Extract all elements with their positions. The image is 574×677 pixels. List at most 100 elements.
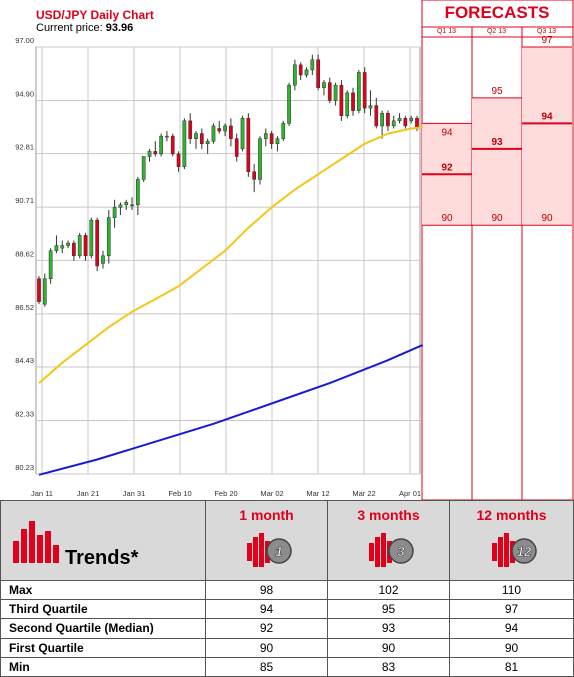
x-tick-label: Jan 21 [77,489,100,498]
candle-up [60,245,65,249]
candle-down [176,153,181,167]
candle-up [194,133,198,139]
candle-up [118,204,123,208]
candle-up [310,59,315,71]
trends-title: Trends* [65,547,139,569]
table-cell: 97 [449,599,574,620]
candle-up [112,207,117,218]
badge-circle [387,538,414,564]
candle-up [89,219,94,257]
candle-up [106,217,111,257]
candle-down [374,105,379,127]
candle-up [263,133,268,139]
candle-up [356,72,361,111]
candle-down [252,171,257,180]
table-cell: 90 [449,637,574,658]
x-tick-label: Jan 31 [123,489,146,498]
badge-circle [265,538,292,564]
col-header-3-months: 3 months 3 [327,500,450,581]
table-cell: 83 [327,656,450,677]
candle-up [136,179,140,206]
table-cell: 81 [449,656,574,677]
candle-up [42,278,47,305]
table-cell: 94 [205,599,328,620]
candle-down [95,219,100,267]
mini-bar [380,533,386,567]
table-row: Second Quartile (Median) 92 93 94 [0,618,574,639]
forecast-panel: 94 92 90 95 93 90 97 94 90 [421,0,574,500]
candle-down [234,138,239,157]
candle-up [345,92,350,116]
forecast-range [472,97,522,226]
mini-bar [497,537,503,567]
col-label-3-months: 3 months [357,507,420,523]
forecast-low-label: 90 [441,213,453,224]
candle-up [333,84,338,101]
candle-up [275,138,280,145]
forecast-high-label: 97 [541,35,553,46]
candle-up [293,64,297,86]
candle-down [72,242,76,257]
candle-up [287,84,291,124]
forecast-mid-label: 92 [441,162,453,173]
candle-up [130,204,134,207]
moving-average-long [38,343,424,476]
candle-up [48,250,53,279]
table-cell: 90 [205,637,328,658]
candle-up [159,135,163,155]
row-label: Second Quartile (Median) [0,618,206,639]
x-tick-label: Mar 12 [306,489,329,498]
badge-circle [510,538,537,564]
row-label: Min [0,656,206,677]
mini-bar [368,543,374,561]
candle-up [223,125,227,132]
candle-down [188,120,193,139]
candle-up [409,118,414,122]
candle-down [153,151,158,155]
table-row: First Quartile 90 90 90 [0,637,574,658]
y-tick-label: 84.43 [15,356,34,365]
candle-up [182,120,187,167]
col-label-1-month: 1 month [239,507,294,523]
table-cell: 110 [449,579,574,601]
candle-up [281,123,286,139]
candle-up [258,138,262,180]
x-tick-label: Mar 22 [352,489,375,498]
table-cell: 94 [449,618,574,639]
chart-title: USD/JPY Daily Chart [36,8,154,22]
candle-down [386,112,390,127]
col-label-12-months: 12 months [476,507,547,523]
candle-down [229,125,233,139]
row-label: Max [0,579,206,601]
trends-table: Trends* 1 month 1 3 months 3 12 months 1… [0,500,574,677]
mini-bar-chart-icon: 12 [491,533,537,567]
candle-down [217,128,222,132]
price-chart: 94 92 90 95 93 90 97 94 90 97.00 94.90 92.81 90.71 8… [15,0,574,500]
forecast-high-label: 95 [491,86,503,97]
candle-up [304,69,309,76]
x-tick-label: Jan 11 [31,489,53,498]
forecast-low-label: 90 [541,213,553,224]
candle-down [327,82,332,101]
y-tick-label: 80.23 [15,463,34,472]
candle-down [170,135,175,155]
candle-down [351,92,355,111]
candle-up [124,202,129,206]
candle-up [77,235,82,257]
quarter-label-q1: Q1 13 [436,28,457,35]
y-tick-label: 86.52 [15,303,34,312]
x-tick-label: Feb 20 [214,489,237,498]
candle-up [141,156,146,180]
y-tick-label: 92.81 [15,143,34,152]
mini-bar [246,543,252,561]
axes: 97.00 94.90 92.81 90.71 88.62 86.52 84.43 82.33… [15,36,421,498]
col-header-1-month: 1 month 1 [205,500,328,581]
col-header-12-months: 12 months 12 [449,500,574,581]
y-tick-label: 88.62 [15,249,34,258]
mini-bar [491,543,497,561]
candle-up [165,135,169,138]
candle-down [298,64,303,76]
forecast-low-label: 90 [491,213,503,224]
forecast-high-label: 94 [441,127,453,138]
